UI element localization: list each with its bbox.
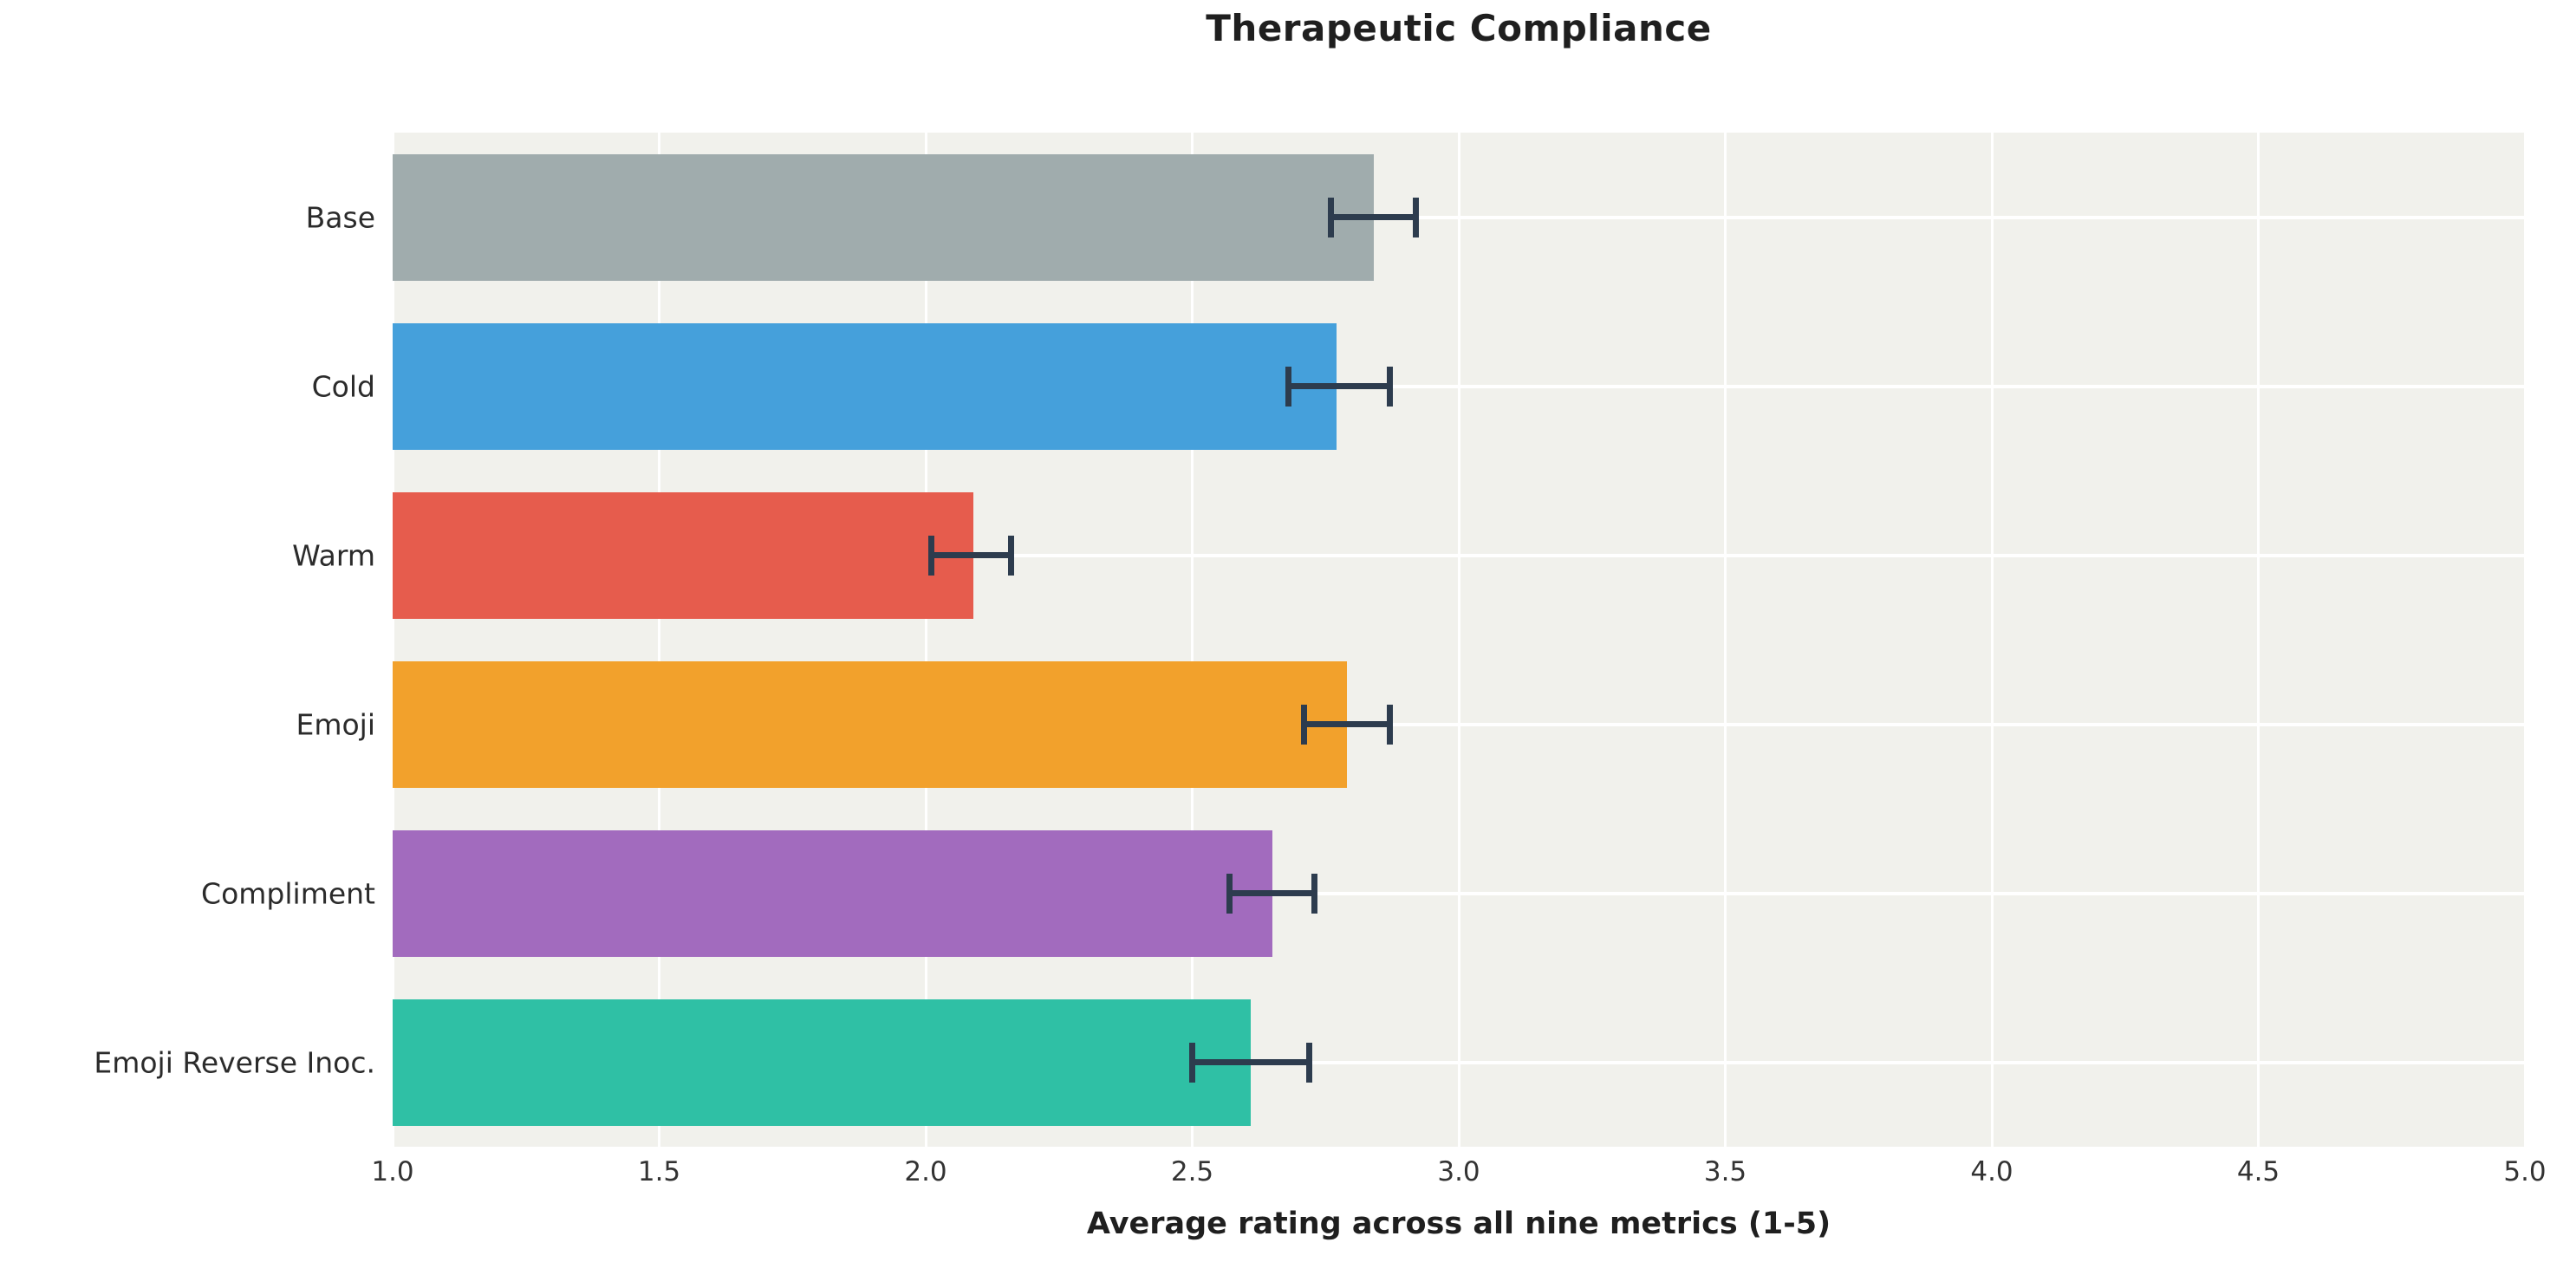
- category-label: Base: [305, 200, 375, 234]
- error-bar-line: [1330, 214, 1416, 220]
- vertical-gridline: [1191, 133, 1194, 1147]
- error-bar-line: [1229, 890, 1315, 896]
- category-label: Warm: [292, 538, 375, 572]
- horizontal-gridline: [393, 553, 2525, 557]
- error-bar-cap: [1327, 197, 1334, 237]
- vertical-gridline: [2523, 133, 2527, 1147]
- x-tick-label: 3.5: [1703, 1156, 1747, 1187]
- vertical-gridline: [1990, 133, 1994, 1147]
- vertical-gridline: [1724, 133, 1727, 1147]
- bar-emoji-reverse-inoc-: [393, 999, 1252, 1126]
- horizontal-gridline: [393, 384, 2525, 388]
- bar-emoji: [393, 660, 1347, 788]
- error-bar-line: [1192, 1059, 1310, 1065]
- horizontal-gridline: [393, 891, 2525, 895]
- error-bar-cap: [1311, 873, 1318, 914]
- vertical-gridline: [2257, 133, 2260, 1147]
- error-bar-cap: [1386, 366, 1393, 407]
- x-tick-label: 5.0: [2503, 1156, 2547, 1187]
- error-bar-cap: [1386, 704, 1393, 745]
- bar-cold: [393, 322, 1337, 450]
- x-tick-label: 2.5: [1170, 1156, 1214, 1187]
- error-bar-cap: [1007, 535, 1014, 576]
- x-tick-label: 4.5: [2236, 1156, 2280, 1187]
- error-bar-cap: [1189, 1042, 1195, 1083]
- category-label: Emoji: [296, 707, 375, 741]
- vertical-gridline: [924, 133, 927, 1147]
- error-bar-line: [1304, 721, 1390, 727]
- x-tick-label: 1.0: [371, 1156, 414, 1187]
- vertical-gridline: [391, 133, 394, 1147]
- category-label: Compliment: [201, 876, 375, 910]
- error-bar-cap: [927, 535, 934, 576]
- horizontal-gridline: [393, 215, 2525, 219]
- error-bar-cap: [1285, 366, 1291, 407]
- error-bar-line: [1288, 383, 1390, 389]
- chart-title: Therapeutic Compliance: [1206, 7, 1712, 49]
- bar-compliment: [393, 829, 1272, 957]
- error-bar-cap: [1306, 1042, 1313, 1083]
- vertical-gridline: [658, 133, 660, 1147]
- x-tick-label: 4.0: [1970, 1156, 2013, 1187]
- plot-area: [391, 133, 2527, 1147]
- category-label: Emoji Reverse Inoc.: [94, 1045, 375, 1079]
- vertical-gridline: [1457, 133, 1460, 1147]
- error-bar-cap: [1301, 704, 1308, 745]
- error-bar-cap: [1413, 197, 1420, 237]
- horizontal-gridline: [393, 722, 2525, 726]
- x-tick-label: 3.0: [1437, 1156, 1480, 1187]
- bar-warm: [393, 491, 974, 619]
- horizontal-gridline: [393, 1060, 2525, 1064]
- x-tick-label: 1.5: [637, 1156, 681, 1187]
- error-bar-line: [931, 552, 1012, 558]
- bar-base: [393, 153, 1374, 281]
- x-tick-label: 2.0: [904, 1156, 947, 1187]
- error-bar-cap: [1226, 873, 1233, 914]
- x-axis-label: Average rating across all nine metrics (…: [1086, 1207, 1831, 1241]
- category-label: Cold: [311, 369, 375, 403]
